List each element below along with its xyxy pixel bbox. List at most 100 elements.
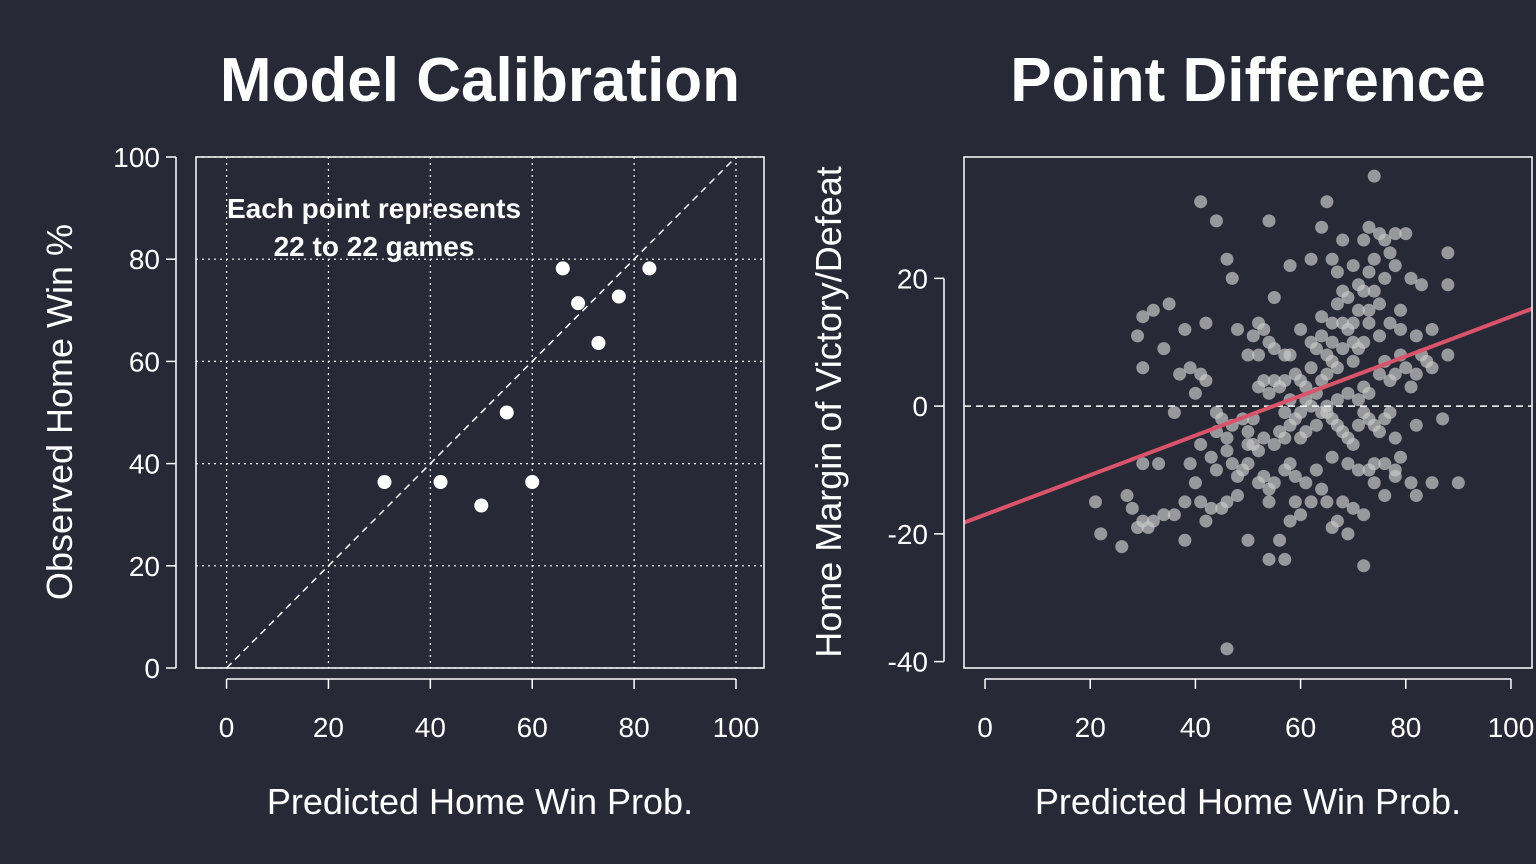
point-difference-point [1309,418,1323,432]
calibration-point [611,289,626,304]
point-difference-point [1336,316,1350,330]
calibration-title: Model Calibration [220,46,740,115]
point-difference-point [1388,431,1402,445]
point-difference-point [1267,342,1281,356]
point-difference-point [1336,233,1350,247]
point-difference-point [1325,316,1339,330]
point-difference-point [1304,495,1318,509]
point-difference-point [1351,303,1365,317]
point-difference-point [1230,489,1244,503]
point-difference-point [1346,501,1360,515]
point-difference-point [1252,380,1266,394]
point-difference-point [1388,227,1402,241]
point-difference-point [1257,322,1271,336]
calibration-point [474,498,489,513]
point-difference-point [1336,342,1350,356]
point-difference-x-tick-label: 80 [1390,712,1421,743]
point-difference-point [1346,335,1360,349]
calibration-point [433,474,448,489]
point-difference-point [1225,457,1239,471]
calibration-y-tick-label: 60 [129,346,160,377]
point-difference-point [1267,291,1281,305]
point-difference-point [1415,278,1429,292]
point-difference-point [1372,329,1386,343]
point-difference-point [1399,361,1413,375]
calibration-annotation-line-2: 22 to 22 games [274,231,475,262]
point-difference-point [1294,406,1308,419]
point-difference-point [1394,322,1408,336]
point-difference-point [1267,437,1281,451]
point-difference-point [1336,495,1350,509]
point-difference-axes: 0 20 40 60 80 100 -40 -20 0 20 [888,156,1535,743]
point-difference-point [1209,463,1223,477]
point-difference-y-tick-label: -20 [888,519,928,550]
point-difference-point [1346,316,1360,330]
point-difference-point [1257,469,1271,483]
point-difference-point [1088,495,1102,509]
point-difference-point [1367,457,1381,471]
point-difference-point [1304,252,1318,266]
point-difference-point [1409,329,1423,343]
point-difference-point [1325,450,1339,464]
point-difference-point [1220,495,1234,509]
point-difference-point [1125,501,1139,515]
point-difference-point [1383,316,1397,330]
point-difference-point [1283,259,1297,273]
point-difference-point [1283,514,1297,528]
identity-reference-line [226,156,737,669]
point-difference-point [1241,437,1255,451]
point-difference-fit-line [963,306,1533,525]
point-difference-point [1367,284,1381,298]
point-difference-point [1157,508,1171,522]
point-difference-point [1120,489,1134,503]
point-difference-point [1341,527,1355,541]
point-difference-point [1378,457,1392,471]
point-difference-point [1146,303,1160,317]
point-difference-point [1320,348,1334,362]
point-difference-point [1409,418,1423,432]
point-difference-point [1162,297,1176,311]
point-difference-point [1346,354,1360,368]
point-difference-y-tick-label: -40 [888,647,928,678]
point-difference-point [1346,437,1360,451]
point-difference-point [1188,476,1202,490]
point-difference-point [1131,329,1145,343]
point-difference-point [1383,246,1397,260]
point-difference-point [1294,508,1308,522]
calibration-ylabel: Observed Home Win % [39,224,80,600]
point-difference-point [1199,374,1213,388]
point-difference-x-tick-label: 0 [977,712,993,743]
point-difference-point [1183,457,1197,471]
point-difference-title: Point Difference [1010,46,1485,115]
point-difference-point [1278,552,1292,566]
point-difference-point [1315,220,1329,234]
calibration-y-tick-label: 40 [129,449,160,480]
calibration-point [642,261,657,276]
point-difference-point [1441,278,1455,292]
point-difference-point [1320,195,1334,209]
point-difference-plot-box [963,156,1533,669]
point-difference-point [1425,476,1439,490]
point-difference-point [1357,559,1371,573]
point-difference-point [1394,303,1408,317]
calibration-panel: Model Calibration Predicted Home Win Pro… [39,46,765,822]
point-difference-point [1362,386,1376,400]
calibration-point [555,261,570,276]
point-difference-point [1241,348,1255,362]
point-difference-x-tick-label: 100 [1488,712,1535,743]
calibration-x-tick-label: 0 [219,712,235,743]
point-difference-point [1278,406,1292,419]
point-difference-point [1136,310,1150,324]
point-difference-point [1451,476,1465,490]
point-difference-point [1188,386,1202,400]
point-difference-y-tick-label: 0 [912,391,928,422]
point-difference-point [1362,303,1376,317]
point-difference-point [1094,527,1108,541]
point-difference-point [1220,444,1234,458]
point-difference-x-tick-label: 60 [1285,712,1316,743]
point-difference-point [1273,533,1287,547]
point-difference-point [1241,425,1255,439]
point-difference-point [1362,265,1376,279]
point-difference-point [1220,252,1234,266]
